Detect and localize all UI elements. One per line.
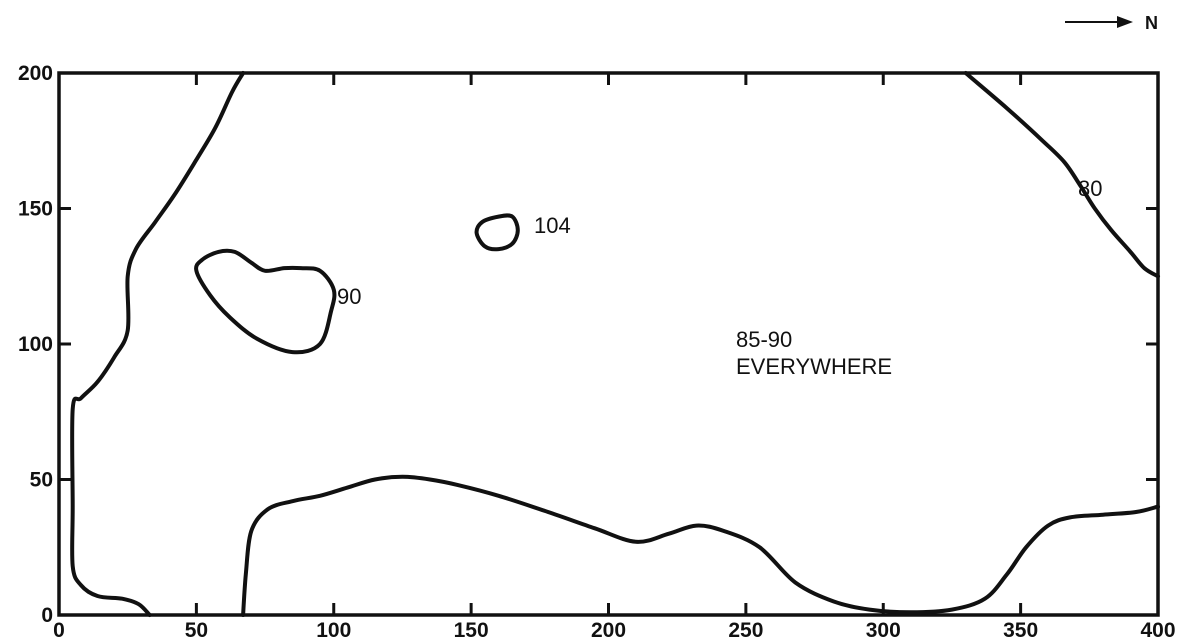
contour-90: [194, 248, 337, 355]
x-tick-label: 350: [1003, 619, 1038, 638]
y-axis: 0 50 100 150 200: [18, 62, 1158, 627]
x-tick-label: 50: [185, 619, 208, 638]
x-tick-label: 250: [728, 619, 763, 638]
x-tick-label: 0: [53, 619, 65, 638]
region-note-line1: 85-90: [736, 327, 792, 352]
x-tick-label: 200: [591, 619, 626, 638]
north-label: N: [1145, 13, 1158, 33]
x-tick-label: 100: [316, 619, 351, 638]
contour-104: [474, 213, 520, 252]
contour-label-90: 90: [337, 284, 361, 309]
contour-label-104: 104: [534, 213, 571, 238]
x-tick-label: 300: [866, 619, 901, 638]
contour-label-80: 80: [1078, 176, 1102, 201]
y-tick-label: 100: [18, 333, 53, 356]
contour-boundary-4: [241, 474, 1160, 617]
contour-80: [963, 71, 1160, 279]
x-axis: 0 50 100 150 200 250 300 350 400: [53, 73, 1176, 638]
x-tick-label: 150: [454, 619, 489, 638]
y-tick-label: 200: [18, 62, 53, 85]
x-tick-label: 400: [1140, 619, 1175, 638]
y-tick-label: 150: [18, 198, 53, 221]
north-arrow: N: [1065, 13, 1158, 33]
contour-boundary-3: [70, 71, 246, 617]
region-note-line2: EVERYWHERE: [736, 354, 892, 379]
contour-lines: [70, 71, 1160, 617]
y-tick-label: 0: [41, 604, 53, 627]
north-arrow-icon: [1117, 16, 1133, 28]
y-tick-label: 50: [30, 469, 53, 492]
